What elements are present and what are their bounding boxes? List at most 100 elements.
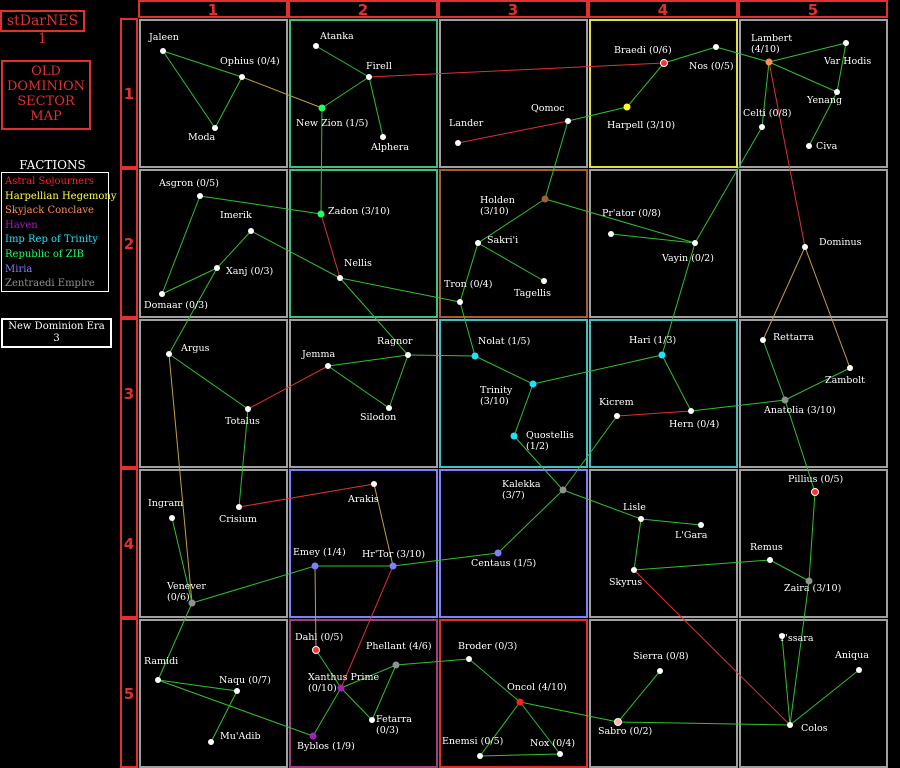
system-marker-nox[interactable] xyxy=(557,751,563,757)
system-marker-nos[interactable] xyxy=(713,44,719,50)
system-marker-hrtor[interactable] xyxy=(389,562,397,570)
system-marker-phellant[interactable] xyxy=(392,661,400,669)
system-kicrem[interactable]: Kicrem xyxy=(599,397,634,419)
system-marker-asgron[interactable] xyxy=(197,193,203,199)
sector-1-2[interactable] xyxy=(139,169,288,318)
system-marker-moda[interactable] xyxy=(212,125,218,131)
system-marker-civa[interactable] xyxy=(806,143,812,149)
system-nox[interactable]: Nox (0/4) xyxy=(530,738,575,757)
sector-2-3[interactable] xyxy=(289,319,438,468)
system-remus[interactable]: Remus xyxy=(750,542,783,563)
system-marker-muadib[interactable] xyxy=(208,739,214,745)
sector-4-4[interactable] xyxy=(589,469,738,618)
system-marker-kicrem[interactable] xyxy=(614,413,620,419)
system-marker-atanka[interactable] xyxy=(313,43,319,49)
system-kalekka[interactable]: Kalekka (3/7)Kalekka(3/7) xyxy=(502,479,567,501)
system-marker-ingram[interactable] xyxy=(169,515,175,521)
system-hari[interactable]: Hari (1/3) xyxy=(629,335,676,359)
system-marker-vayin[interactable] xyxy=(692,240,698,246)
system-alphera[interactable]: Alphera xyxy=(370,134,409,153)
system-varhodis[interactable]: Var Hodis xyxy=(823,40,871,67)
system-marker-emey[interactable] xyxy=(311,562,319,570)
sector-1-4[interactable] xyxy=(139,469,288,618)
system-nellis[interactable]: Nellis xyxy=(337,258,372,281)
system-civa[interactable]: Civa xyxy=(806,141,838,152)
system-marker-fetarra[interactable] xyxy=(369,717,375,723)
system-naqu[interactable]: Naqu (0/7) xyxy=(219,675,271,694)
system-marker-venever[interactable] xyxy=(188,599,196,607)
system-lambert[interactable]: Lambert (4/10)Lambert(4/10) xyxy=(751,33,824,66)
system-marker-nolat[interactable] xyxy=(471,352,479,360)
system-marker-broder[interactable] xyxy=(466,656,472,662)
system-hrtor[interactable]: Hr'Tor (3/10) xyxy=(362,549,425,570)
system-marker-pillius[interactable] xyxy=(811,488,819,496)
system-marker-holden[interactable] xyxy=(541,195,549,203)
system-marker-zaira[interactable] xyxy=(805,577,813,585)
system-marker-hari[interactable] xyxy=(658,351,666,359)
system-marker-yenang[interactable] xyxy=(834,89,840,95)
system-jemma[interactable]: Jemma xyxy=(301,349,335,369)
system-marker-remus[interactable] xyxy=(767,557,773,563)
sector-1-5[interactable] xyxy=(139,619,288,768)
system-marker-tron[interactable] xyxy=(457,299,463,305)
sector-1-3[interactable] xyxy=(139,319,288,468)
system-zaira[interactable]: Zaira (3/10) xyxy=(784,577,841,595)
sector-3-1[interactable] xyxy=(439,19,588,168)
system-marker-xanj[interactable] xyxy=(214,265,220,271)
sector-2-5[interactable] xyxy=(289,619,438,768)
system-fetarra[interactable]: Fetarra (0/3)Fetarra(0/3) xyxy=(369,714,438,736)
system-marker-celti[interactable] xyxy=(759,124,765,130)
sector-4-3[interactable] xyxy=(589,319,738,468)
system-xanj[interactable]: Xanj (0/3) xyxy=(214,265,273,277)
system-anatolia[interactable]: Anatolia (3/10) xyxy=(763,396,836,417)
system-marker-oncol[interactable] xyxy=(516,698,524,706)
system-marker-naqu[interactable] xyxy=(234,688,240,694)
system-marker-byblos[interactable] xyxy=(309,732,317,740)
sector-3-4[interactable] xyxy=(439,469,588,618)
system-marker-silodon[interactable] xyxy=(386,405,392,411)
system-prator[interactable]: Pr'ator (0/8) xyxy=(602,208,661,237)
system-imerik[interactable]: Imerik xyxy=(220,210,254,234)
system-firell[interactable]: Firell xyxy=(366,61,392,80)
system-phellant[interactable]: Phellant (4/6) xyxy=(366,641,432,669)
system-marker-dahl[interactable] xyxy=(312,646,320,654)
system-asgron[interactable]: Asgron (0/5) xyxy=(158,178,219,199)
system-yenang[interactable]: Yenang xyxy=(806,89,842,106)
system-aniqua[interactable]: Aniqua xyxy=(834,650,869,673)
system-qomoc[interactable]: Qomoc xyxy=(531,103,571,124)
system-marker-dominus[interactable] xyxy=(802,244,808,250)
system-marker-lambert[interactable] xyxy=(765,58,773,66)
system-marker-lisle[interactable] xyxy=(638,516,644,522)
system-muadib[interactable]: Mu'Adib xyxy=(208,731,261,745)
system-marker-nellis[interactable] xyxy=(337,275,343,281)
system-marker-newzion[interactable] xyxy=(318,104,326,112)
system-zadon[interactable]: Zadon (3/10) xyxy=(317,206,390,218)
system-ragnor[interactable]: Ragnor xyxy=(377,336,413,358)
system-sakrii[interactable]: Sakri'i xyxy=(475,235,518,246)
system-marker-qomoc[interactable] xyxy=(565,118,571,124)
system-totalus[interactable]: Totalus xyxy=(225,406,260,427)
system-silodon[interactable]: Silodon xyxy=(360,405,396,423)
system-marker-enemsi[interactable] xyxy=(477,753,483,759)
system-crisium[interactable]: Crisium xyxy=(219,504,257,525)
system-marker-arakis[interactable] xyxy=(371,481,377,487)
system-vayin[interactable]: Vayin (0/2) xyxy=(661,240,714,264)
system-nos[interactable]: Nos (0/5) xyxy=(689,44,734,72)
system-marker-hern[interactable] xyxy=(688,408,694,414)
system-venever[interactable]: Venever (0/6)Venever(0/6) xyxy=(166,581,232,607)
system-marker-ramidi[interactable] xyxy=(155,677,161,683)
system-marker-prator[interactable] xyxy=(608,231,614,237)
system-sabro[interactable]: Sabro (0/2) xyxy=(598,718,652,738)
system-ramidi[interactable]: Ramidi xyxy=(144,656,178,683)
system-marker-sierra[interactable] xyxy=(657,668,663,674)
system-hern[interactable]: Hern (0/4) xyxy=(669,408,719,430)
sector-5-5[interactable] xyxy=(739,619,888,768)
system-skyrus[interactable]: Skyrus xyxy=(609,567,642,588)
system-marker-totalus[interactable] xyxy=(245,406,251,412)
sector-1-1[interactable] xyxy=(139,19,288,168)
system-tron[interactable]: Tron (0/4) xyxy=(444,279,492,305)
system-marker-argus[interactable] xyxy=(166,351,172,357)
system-marker-zambolt[interactable] xyxy=(847,365,853,371)
system-byblos[interactable]: Byblos (1/9) xyxy=(297,732,355,753)
system-marker-lander[interactable] xyxy=(455,140,461,146)
